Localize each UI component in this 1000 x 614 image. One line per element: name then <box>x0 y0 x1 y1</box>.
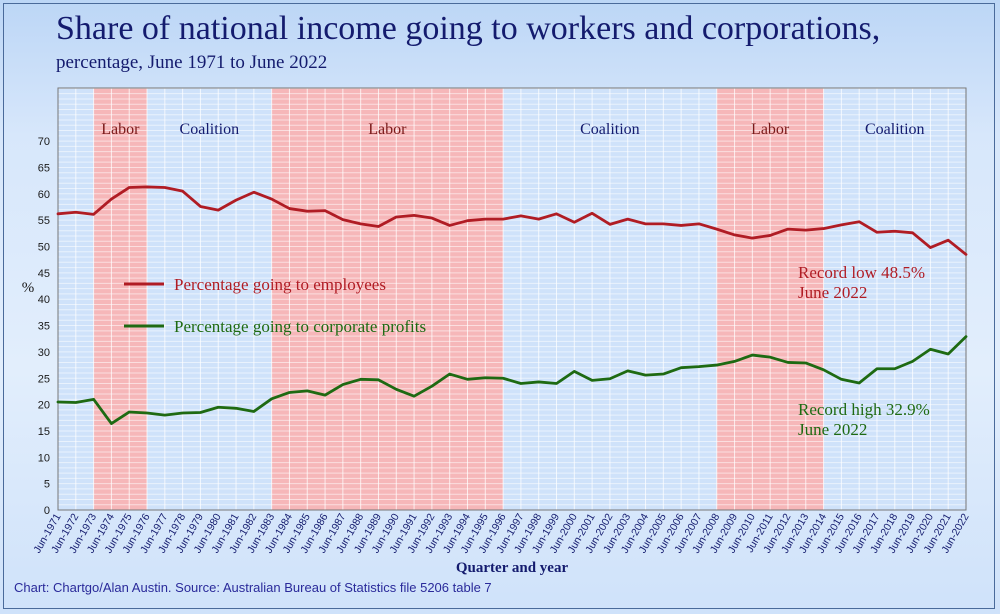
y-tick-label: 5 <box>44 479 50 491</box>
y-tick-label: 60 <box>38 189 50 201</box>
y-tick-label: 40 <box>38 294 50 306</box>
y-tick-label: 55 <box>38 215 50 227</box>
employees-series-line <box>56 185 968 256</box>
y-tick-label: 15 <box>38 426 50 438</box>
plot-frame <box>57 87 967 511</box>
y-tick-label: 45 <box>38 268 50 280</box>
annotation-text: Record low 48.5% <box>798 263 925 282</box>
y-tick-label: 35 <box>38 321 50 333</box>
band-label-labor: Labor <box>368 121 407 138</box>
x-axis-label: Quarter and year <box>456 560 569 576</box>
annotation-text: June 2022 <box>798 420 867 439</box>
chart-subtitle: percentage, June 1971 to June 2022 <box>56 52 328 73</box>
y-axis-label: % <box>22 280 35 296</box>
band-label-coalition: Coalition <box>180 121 240 138</box>
y-tick-label: 10 <box>38 452 50 464</box>
y-tick-label: 25 <box>38 373 50 385</box>
y-tick-label: 65 <box>38 162 50 174</box>
y-tick-label: 0 <box>44 505 50 517</box>
y-tick-label: 30 <box>38 347 50 359</box>
legend-label: Percentage going to employees <box>174 275 386 294</box>
y-tick-label: 70 <box>38 136 50 148</box>
y-tick-label: 50 <box>38 242 50 254</box>
annotation-text: June 2022 <box>798 283 867 302</box>
band-label-coalition: Coalition <box>865 121 925 138</box>
y-tick-label: 20 <box>38 400 50 412</box>
band-label-labor: Labor <box>751 121 790 138</box>
legend-label: Percentage going to corporate profits <box>174 317 426 336</box>
chart-source-note: Chart: Chartgo/Alan Austin. Source: Aust… <box>14 580 492 595</box>
annotation-text: Record high 32.9% <box>798 400 930 419</box>
band-label-coalition: Coalition <box>580 121 640 138</box>
band-label-labor: Labor <box>101 121 140 138</box>
chart-title: Share of national income going to worker… <box>56 10 881 47</box>
profits-series-line <box>56 335 968 425</box>
